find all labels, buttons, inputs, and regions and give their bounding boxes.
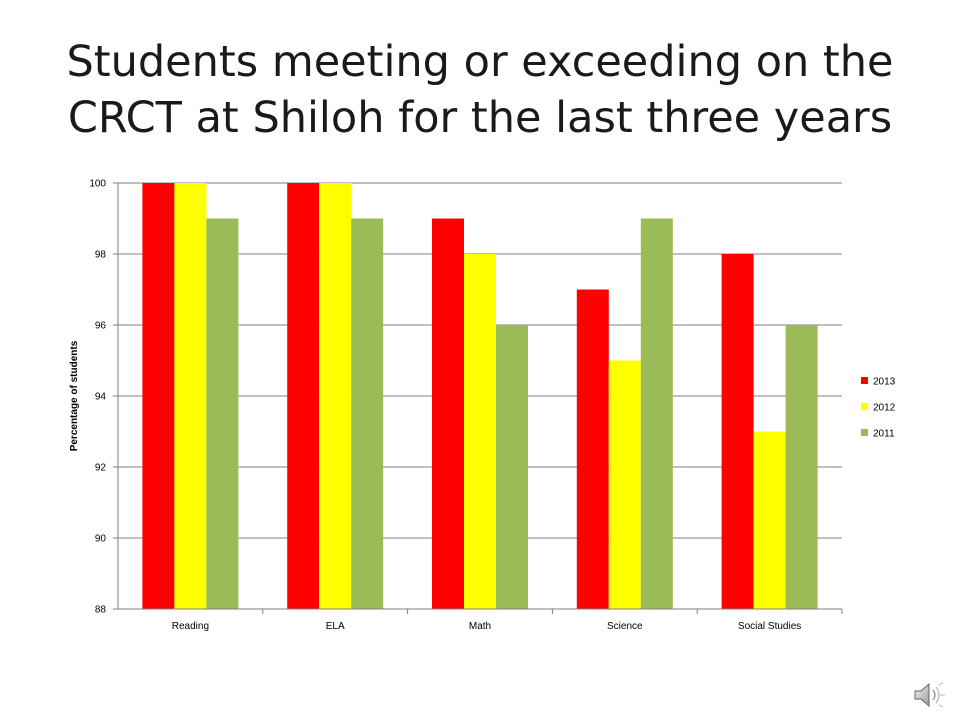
- x-tick-label: ELA: [326, 621, 345, 632]
- bar-2013-social-studies: [721, 254, 754, 609]
- legend-swatch-2011: [861, 429, 868, 436]
- y-tick-label: 94: [95, 392, 107, 403]
- legend-swatch-2013: [861, 377, 868, 384]
- bar-2012-social-studies: [753, 431, 786, 609]
- bar-2011-math: [496, 325, 528, 609]
- bar-2011-social-studies: [785, 325, 818, 609]
- legend: 2013 2012 2011: [861, 377, 896, 440]
- x-tick-labels: Reading ELA Math Science Social Studies: [172, 621, 802, 632]
- y-tick-label: 98: [95, 250, 107, 261]
- legend-label-2011: 2011: [873, 429, 895, 440]
- title-line-2: CRCT at Shiloh for the last three years: [67, 93, 893, 143]
- bar-2011-reading: [206, 218, 239, 609]
- y-tick-label: 96: [95, 321, 107, 332]
- title-line-1: Students meeting or exceeding on the: [66, 37, 894, 87]
- bar-2011-science: [640, 218, 673, 609]
- axes: [113, 182, 843, 614]
- speaker-icon[interactable]: [912, 680, 946, 710]
- y-tick-label: 100: [89, 179, 106, 190]
- y-tick-label: 92: [95, 463, 107, 474]
- legend-label-2012: 2012: [873, 403, 896, 414]
- bar-2011-ela: [351, 218, 384, 609]
- bars: [142, 183, 818, 609]
- y-axis-label: Percentage of students: [69, 340, 80, 451]
- bar-2013-science: [576, 289, 609, 609]
- bar-2012-science: [608, 360, 641, 609]
- slide-title: Students meeting or exceeding on the CRC…: [40, 34, 920, 146]
- x-tick-label: Social Studies: [738, 621, 801, 632]
- x-tick-label: Reading: [172, 621, 209, 632]
- y-tick-labels: 88 90 92 94 96 98 100: [89, 179, 106, 616]
- bar-2012-reading: [174, 183, 207, 609]
- x-tick-label: Math: [469, 621, 491, 632]
- bar-2012-ela: [319, 183, 352, 609]
- bar-2013-ela: [287, 183, 320, 609]
- y-tick-label: 88: [95, 605, 107, 616]
- bar-2012-math: [464, 254, 496, 609]
- y-tick-label: 90: [95, 534, 107, 545]
- bar-2013-reading: [142, 183, 175, 609]
- x-tick-label: Science: [607, 621, 643, 632]
- legend-label-2013: 2013: [873, 377, 896, 388]
- bar-2013-math: [432, 218, 464, 609]
- legend-swatch-2012: [861, 403, 868, 410]
